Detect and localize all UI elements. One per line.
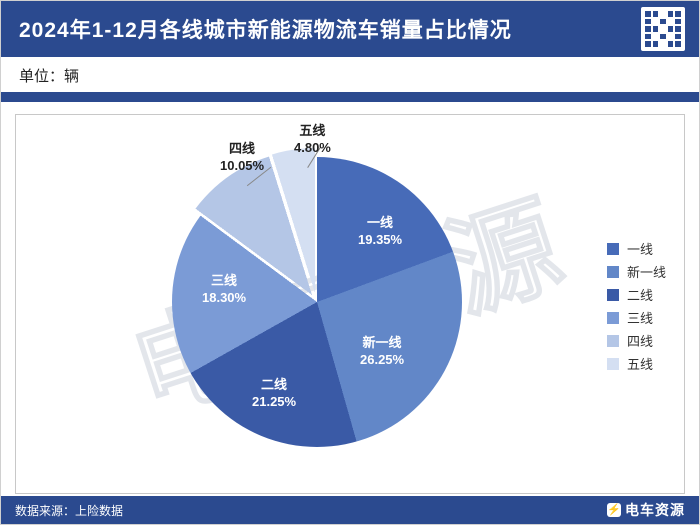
legend-label: 三线 xyxy=(627,308,653,327)
legend-item-tier2: 二线 xyxy=(607,285,666,304)
slice-label-tier2: 二线21.25% xyxy=(252,377,296,411)
brand-logo: ⚡ 电车资源 xyxy=(607,500,685,520)
legend-swatch xyxy=(607,335,619,347)
unit-label: 单位：辆 xyxy=(1,57,699,92)
data-source-label: 数据来源：上险数据 xyxy=(15,502,123,519)
bolt-icon: ⚡ xyxy=(607,503,621,517)
pie-slices: 一线19.35% 新一线26.25% 二线21.25% 三线18.30% xyxy=(172,157,462,447)
legend-label: 五线 xyxy=(627,354,653,373)
qr-code-icon xyxy=(641,7,685,51)
pie-chart: 电车资源 一线19.35% 新一线26.25% 二线21.25% 三线18.30… xyxy=(15,114,685,494)
slice-label-tier4: 四线10.05% xyxy=(220,141,264,175)
slice-label-tier3: 三线18.30% xyxy=(202,273,246,307)
legend-swatch xyxy=(607,243,619,255)
legend-label: 一线 xyxy=(627,239,653,258)
header-bar: 2024年1-12月各线城市新能源物流车销量占比情况 xyxy=(1,1,699,57)
brand-text: 电车资源 xyxy=(625,500,685,520)
legend-item-tier5: 五线 xyxy=(607,354,666,373)
slice-label-tier1: 一线19.35% xyxy=(358,215,402,249)
legend-swatch xyxy=(607,312,619,324)
separator-bar xyxy=(1,92,699,102)
legend-label: 二线 xyxy=(627,285,653,304)
legend-item-newtier1: 新一线 xyxy=(607,262,666,281)
legend-item-tier3: 三线 xyxy=(607,308,666,327)
figure-container: 2024年1-12月各线城市新能源物流车销量占比情况 单位：辆 电车资源 一 xyxy=(0,0,700,525)
legend-item-tier4: 四线 xyxy=(607,331,666,350)
legend: 一线 新一线 二线 三线 四线 五线 xyxy=(607,235,666,377)
legend-swatch xyxy=(607,289,619,301)
legend-label: 新一线 xyxy=(627,262,666,281)
slice-label-newtier1: 新一线26.25% xyxy=(360,335,404,369)
legend-swatch xyxy=(607,266,619,278)
slice-label-tier5: 五线4.80% xyxy=(294,123,331,157)
legend-swatch xyxy=(607,358,619,370)
page-title: 2024年1-12月各线城市新能源物流车销量占比情况 xyxy=(19,14,512,44)
footer-bar: 数据来源：上险数据 ⚡ 电车资源 xyxy=(1,496,699,524)
legend-item-tier1: 一线 xyxy=(607,239,666,258)
legend-label: 四线 xyxy=(627,331,653,350)
